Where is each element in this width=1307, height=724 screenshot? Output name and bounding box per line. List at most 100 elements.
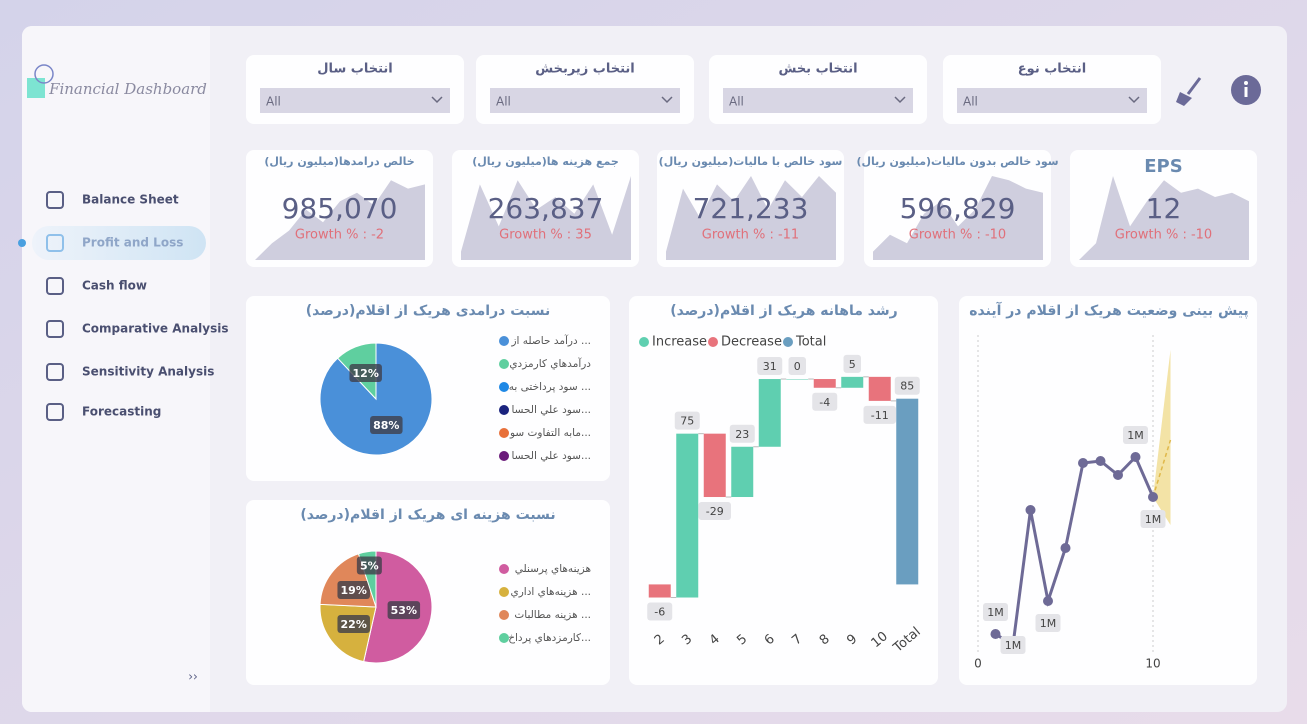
label-box	[729, 424, 755, 443]
label-box	[983, 603, 1008, 621]
filter-value: All	[496, 95, 511, 109]
waterfall-bar	[731, 446, 754, 498]
label-box	[674, 411, 700, 430]
point	[1078, 458, 1088, 468]
x-tick-label: 0	[974, 657, 982, 671]
legend-label: كارمزدهاي پرداخ...	[508, 632, 591, 644]
sparkline-area	[873, 176, 1043, 260]
data-label: 1M	[1005, 639, 1022, 652]
x-tick-label: 10	[1145, 657, 1160, 671]
kpi-growth: Growth % : -11	[702, 228, 799, 243]
collapse-button[interactable]: ››	[188, 670, 198, 684]
kpi-value: 721,233	[693, 192, 809, 225]
kpi-growth: Growth % : -2	[295, 228, 384, 243]
data-label: 31	[763, 360, 777, 373]
nav-item[interactable]: Balance Sheet	[82, 193, 179, 207]
filter-dropdown[interactable]	[260, 88, 450, 113]
info-button[interactable]	[1231, 75, 1261, 105]
filter-value: All	[266, 95, 281, 109]
nav-item[interactable]: Cash flow	[82, 279, 147, 293]
chart-title: پیش بینی وضعیت هریک از اقلام در آینده	[969, 301, 1249, 319]
forecast-line	[1152, 439, 1172, 498]
point	[1095, 456, 1106, 466]
filter-label: انتخاب بخش	[778, 62, 857, 77]
data-label: 85	[900, 380, 914, 393]
label-box	[698, 502, 731, 521]
label-box	[1000, 636, 1026, 654]
app-title: Financial Dashboard	[48, 80, 207, 98]
legend-label: Decrease	[721, 335, 782, 350]
filter-dropdown[interactable]	[723, 88, 913, 113]
dropdown-chevron	[661, 96, 673, 104]
legend-dot	[639, 337, 649, 347]
kpi-title: EPS	[1144, 156, 1182, 177]
info-bar	[1244, 87, 1248, 97]
dropdown-chevron	[431, 96, 443, 104]
chart-title: نسبت هزینه ای هریک از اقلام(درصد)	[300, 507, 555, 523]
clear-filters-button[interactable]	[1176, 77, 1202, 106]
data-label: -11	[871, 409, 889, 422]
filter-dropdown[interactable]	[490, 88, 680, 113]
data-label: 1M	[1127, 429, 1144, 442]
legend-label: هزينه‌هاي اداري ...	[510, 586, 591, 598]
line	[994, 454, 1155, 648]
data-label: 75	[680, 415, 694, 428]
legend-dot	[499, 633, 509, 643]
point	[1060, 543, 1071, 553]
nav-item[interactable]: Sensitivity Analysis	[82, 365, 214, 379]
legend-dot	[499, 336, 509, 346]
legend-dot	[499, 587, 509, 597]
legend-label: Total	[795, 335, 826, 350]
legend-dot	[499, 428, 509, 438]
data-label: 53%	[391, 604, 417, 617]
legend-dot	[499, 359, 509, 369]
data-label: 1M	[1145, 513, 1162, 526]
kpi-title: جمع هزینه ها(میلیون ریال)	[472, 155, 619, 168]
kpi-value: 985,070	[282, 192, 398, 225]
waterfall-bar	[786, 379, 809, 380]
sparkline-area	[461, 176, 631, 260]
active-indicator	[18, 239, 26, 247]
legend-label: Increase	[652, 335, 707, 350]
data-label: 23	[735, 428, 749, 441]
kpi-value: 263,837	[488, 192, 604, 225]
data-label: 0	[794, 360, 801, 373]
legend-label: سود علي الحسا...	[511, 450, 591, 462]
point	[1025, 505, 1036, 515]
nav-icon	[46, 277, 64, 295]
broom-head	[1176, 92, 1192, 106]
point	[1043, 596, 1053, 606]
data-label: -4	[819, 396, 830, 409]
nav-item[interactable]: Forecasting	[82, 405, 161, 419]
label-box	[788, 357, 806, 376]
nav-item[interactable]: Comparative Analysis	[82, 322, 229, 336]
kpi-value: 596,829	[900, 192, 1016, 225]
legend-label: درآمدهاي كارمزدي	[509, 357, 591, 370]
legend-dot	[499, 564, 509, 574]
nav-icon	[46, 320, 64, 338]
sidebar	[22, 26, 210, 712]
legend-label: سود پرداختی به ...	[509, 381, 591, 393]
logo-circle	[34, 64, 54, 84]
waterfall-bar	[896, 398, 919, 585]
legend-dot	[783, 337, 793, 347]
active-item-bg	[32, 226, 206, 260]
sparkline-area	[1079, 176, 1249, 260]
nav-item[interactable]: Profit and Loss	[82, 236, 183, 250]
legend-dot	[499, 451, 509, 461]
legend-dot	[499, 382, 509, 392]
waterfall-bar	[676, 433, 699, 598]
label-box	[843, 354, 861, 373]
broom-handle	[1186, 77, 1202, 95]
legend-label: هزينه مطالبات ...	[514, 609, 591, 621]
label-box	[356, 556, 382, 575]
data-label: 22%	[341, 618, 367, 631]
kpi-growth: Growth % : -10	[909, 228, 1006, 243]
label-box	[894, 376, 920, 395]
filter-dropdown[interactable]	[957, 88, 1147, 113]
filter-label: انتخاب نوع	[1018, 62, 1086, 77]
label-box	[647, 602, 673, 621]
waterfall-bar	[648, 584, 671, 598]
data-label: 1M	[987, 606, 1004, 619]
